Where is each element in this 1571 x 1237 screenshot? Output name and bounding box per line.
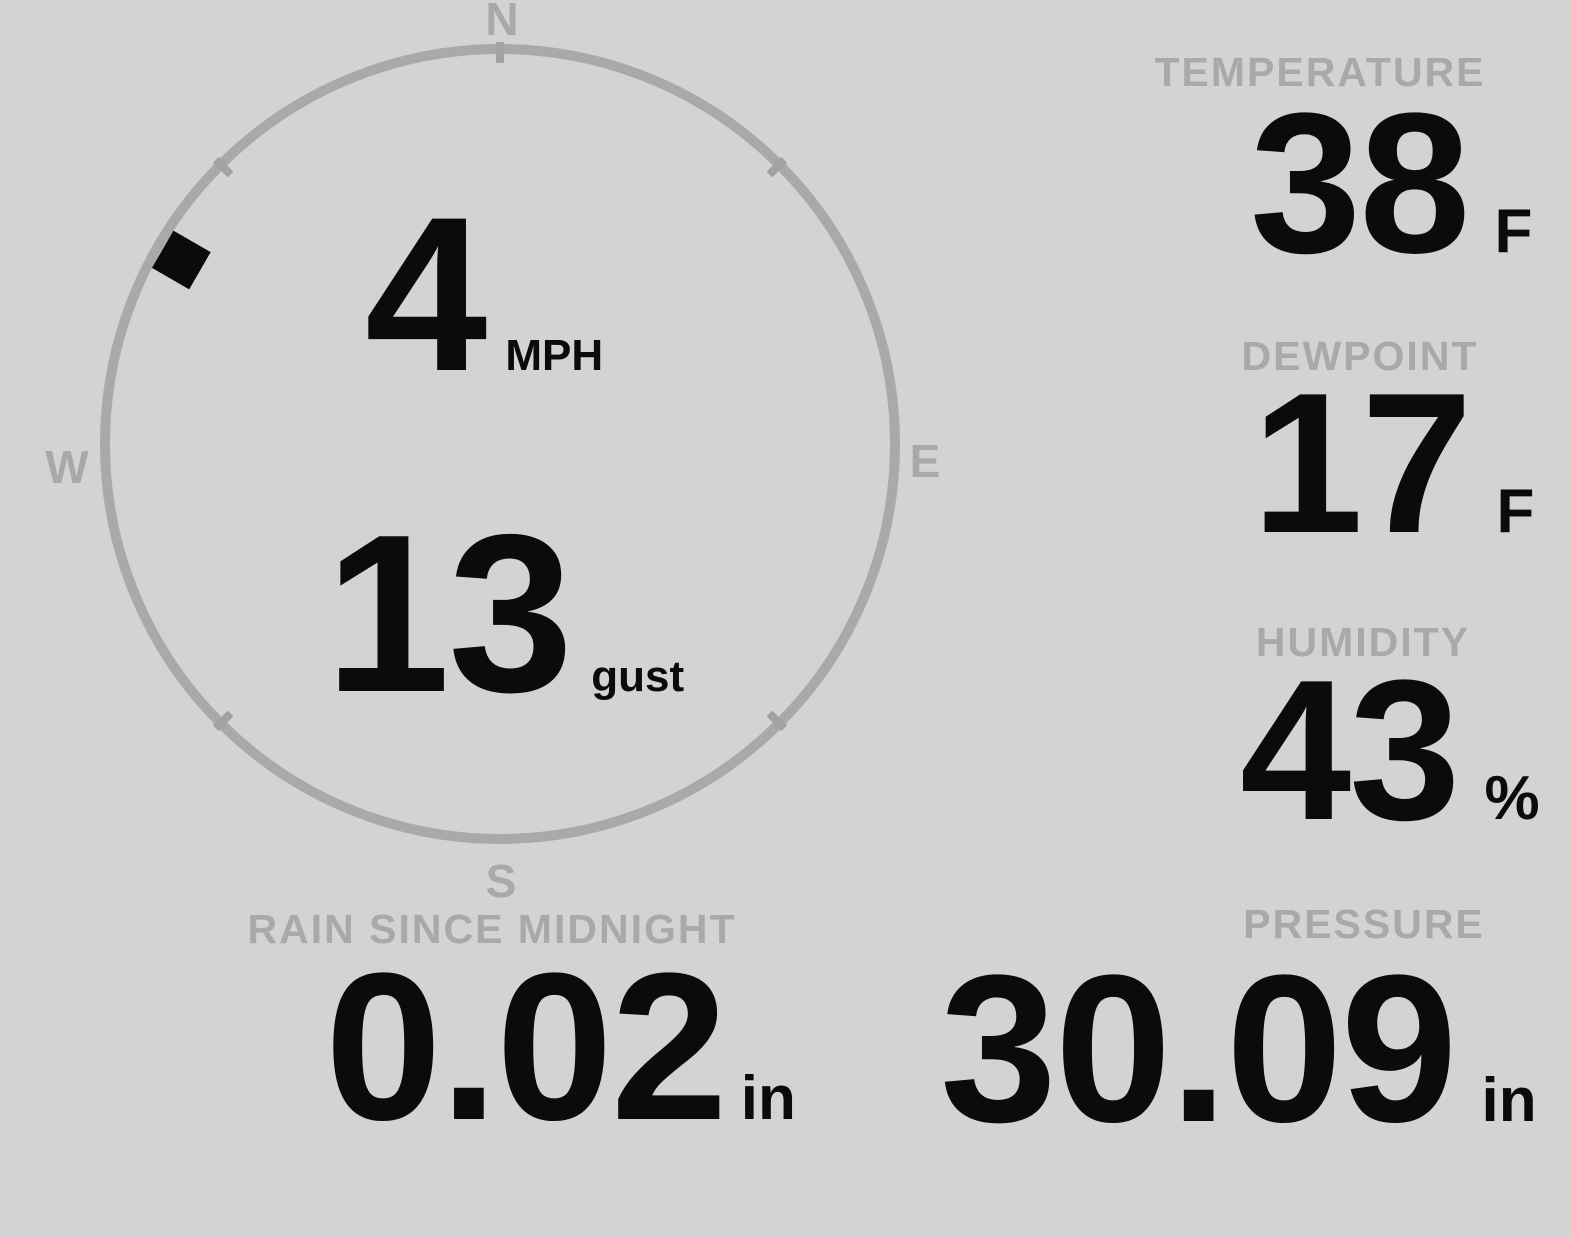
compass-label-north: N: [485, 0, 519, 45]
compass-dial: [100, 42, 900, 844]
compass-ticks: [212, 42, 788, 732]
wind-direction-marker: [151, 230, 211, 290]
humidity-value: 43: [1240, 639, 1460, 862]
compass-label-south: S: [485, 855, 517, 907]
pressure-unit: in: [1481, 1066, 1537, 1135]
humidity-reading: 43 %: [1240, 651, 1540, 851]
rain-unit: in: [740, 1064, 796, 1133]
wind-gust-unit: gust: [591, 652, 685, 701]
wind-speed-unit: MPH: [505, 331, 604, 380]
compass-label-west: W: [45, 441, 89, 493]
wind-speed-reading: 4 MPH: [365, 184, 603, 404]
temperature-label: TEMPERATURE: [1154, 49, 1486, 95]
rain-reading: 0.02 in: [325, 942, 796, 1152]
temperature-value: 38: [1250, 72, 1470, 295]
pressure-label: PRESSURE: [1243, 901, 1485, 947]
dewpoint-value: 17: [1252, 352, 1472, 575]
wind-gust-value: 13: [325, 487, 573, 739]
pressure-reading: 30.09 in: [940, 944, 1537, 1154]
temperature-unit: F: [1494, 197, 1533, 266]
dewpoint-label: DEWPOINT: [1241, 333, 1479, 379]
rain-label: RAIN SINCE MIDNIGHT: [247, 906, 737, 952]
temperature-reading: 38 F: [1250, 84, 1532, 284]
pressure-value: 30.09: [940, 931, 1458, 1166]
dewpoint-unit: F: [1496, 477, 1535, 546]
rain-value: 0.02: [325, 929, 728, 1164]
compass-label-east: E: [909, 435, 941, 487]
wind-speed-value: 4: [365, 171, 487, 417]
dewpoint-reading: 17 F: [1252, 364, 1534, 564]
humidity-unit: %: [1484, 764, 1540, 833]
humidity-label: HUMIDITY: [1255, 619, 1471, 665]
wind-gust-reading: 13 gust: [325, 501, 684, 726]
